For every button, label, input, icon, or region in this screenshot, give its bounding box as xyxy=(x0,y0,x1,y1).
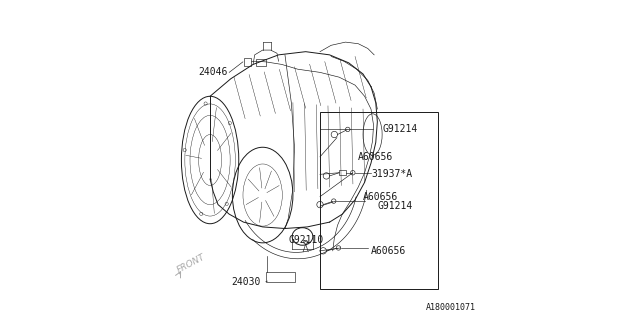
Text: G91214: G91214 xyxy=(378,201,413,211)
Text: 24030: 24030 xyxy=(232,277,261,287)
Text: 31937*A: 31937*A xyxy=(371,169,412,179)
Bar xyxy=(339,170,346,175)
Bar xyxy=(320,112,438,289)
Text: A60656: A60656 xyxy=(358,152,394,162)
Text: G92110: G92110 xyxy=(288,235,323,245)
Text: A60656: A60656 xyxy=(371,246,406,256)
Text: A180001071: A180001071 xyxy=(426,303,476,312)
Bar xyxy=(266,272,294,282)
Text: A60656: A60656 xyxy=(363,192,398,202)
Bar xyxy=(244,58,252,66)
Text: G91214: G91214 xyxy=(382,124,417,134)
Bar xyxy=(256,59,266,66)
Text: 24046: 24046 xyxy=(198,68,228,77)
Text: FRONT: FRONT xyxy=(175,252,207,275)
